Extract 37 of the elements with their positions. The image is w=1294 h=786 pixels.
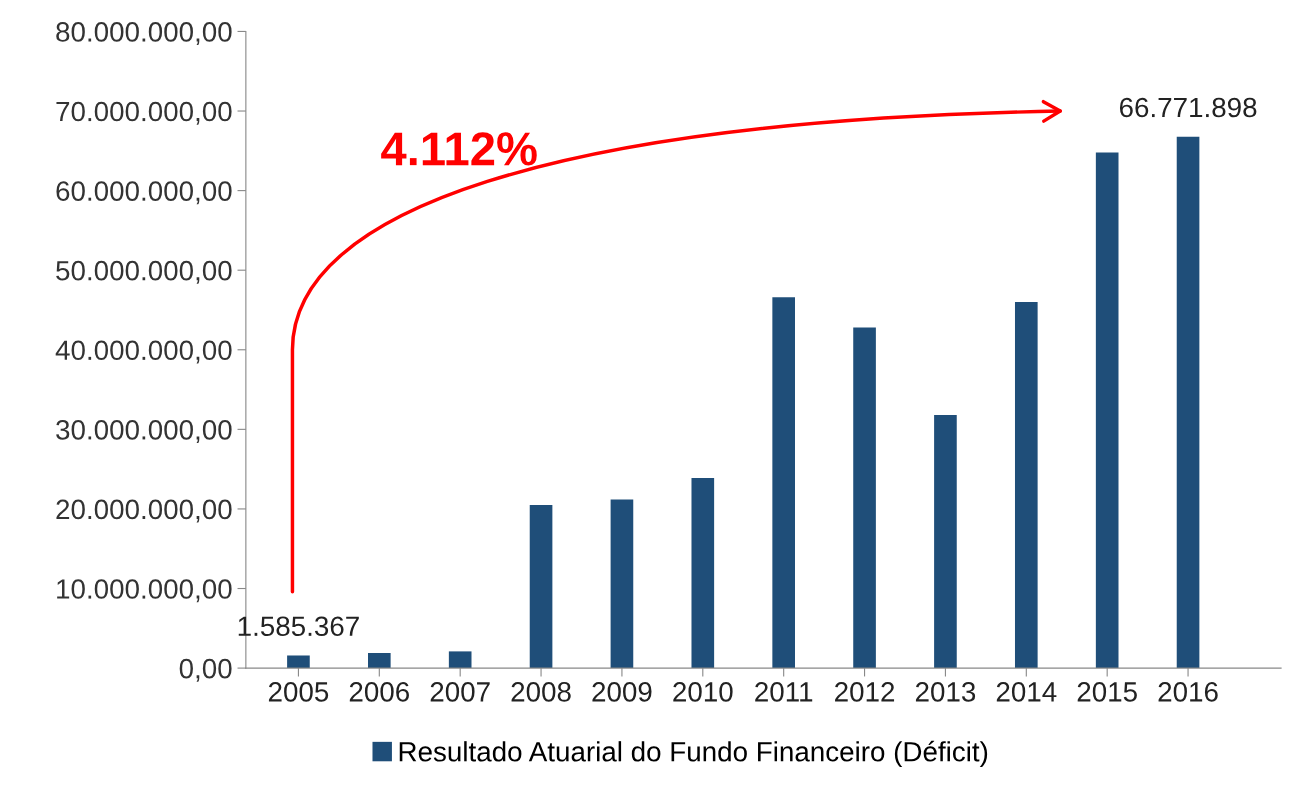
legend-label: Resultado Atuarial do Fundo Financeiro (Déficit) [399, 740, 988, 768]
bar [1176, 136, 1200, 669]
bar [934, 415, 957, 669]
x-tick-label: 2013 [915, 682, 976, 702]
y-tick-label: 80.000.000,00 [56, 22, 232, 46]
x-tick-label: 2015 [1077, 682, 1137, 702]
x-tick-label: 2007 [430, 682, 490, 702]
x-tick-label: 2005 [268, 682, 329, 702]
data-label: 1.585.367 [238, 616, 359, 637]
y-tick-label: 70.000.000,00 [56, 101, 232, 125]
x-tick-label: 2016 [1158, 682, 1218, 702]
y-tick-label: 50.000.000,00 [56, 260, 232, 284]
data-label: 66.771.898 [1119, 97, 1257, 118]
bar [853, 327, 876, 669]
annotation: 4.112% [381, 132, 537, 166]
bar [529, 504, 553, 669]
bar [772, 297, 795, 669]
bar [691, 477, 715, 669]
y-tick-label: 0,00 [179, 658, 232, 682]
x-tick-label: 2011 [755, 682, 813, 702]
y-tick-label: 40.000.000,00 [55, 340, 232, 364]
x-tick-label: 2014 [996, 682, 1057, 702]
y-tick-label: 10.000.000,00 [57, 579, 232, 603]
bar [610, 499, 634, 669]
bar [287, 655, 310, 669]
x-tick-label: 2006 [349, 682, 409, 702]
y-tick-label: 20.000.000,00 [56, 499, 232, 523]
y-tick-label: 60.000.000,00 [56, 181, 232, 205]
bar [1095, 152, 1119, 669]
x-tick-label: 2012 [835, 682, 895, 702]
x-tick-label: 2009 [592, 682, 652, 702]
bar [1014, 302, 1038, 669]
bar [367, 652, 391, 669]
bar [448, 651, 472, 669]
x-tick-label: 2008 [511, 682, 571, 702]
y-tick-label: 30.000.000,00 [56, 420, 232, 443]
x-tick-label: 2010 [673, 682, 733, 702]
